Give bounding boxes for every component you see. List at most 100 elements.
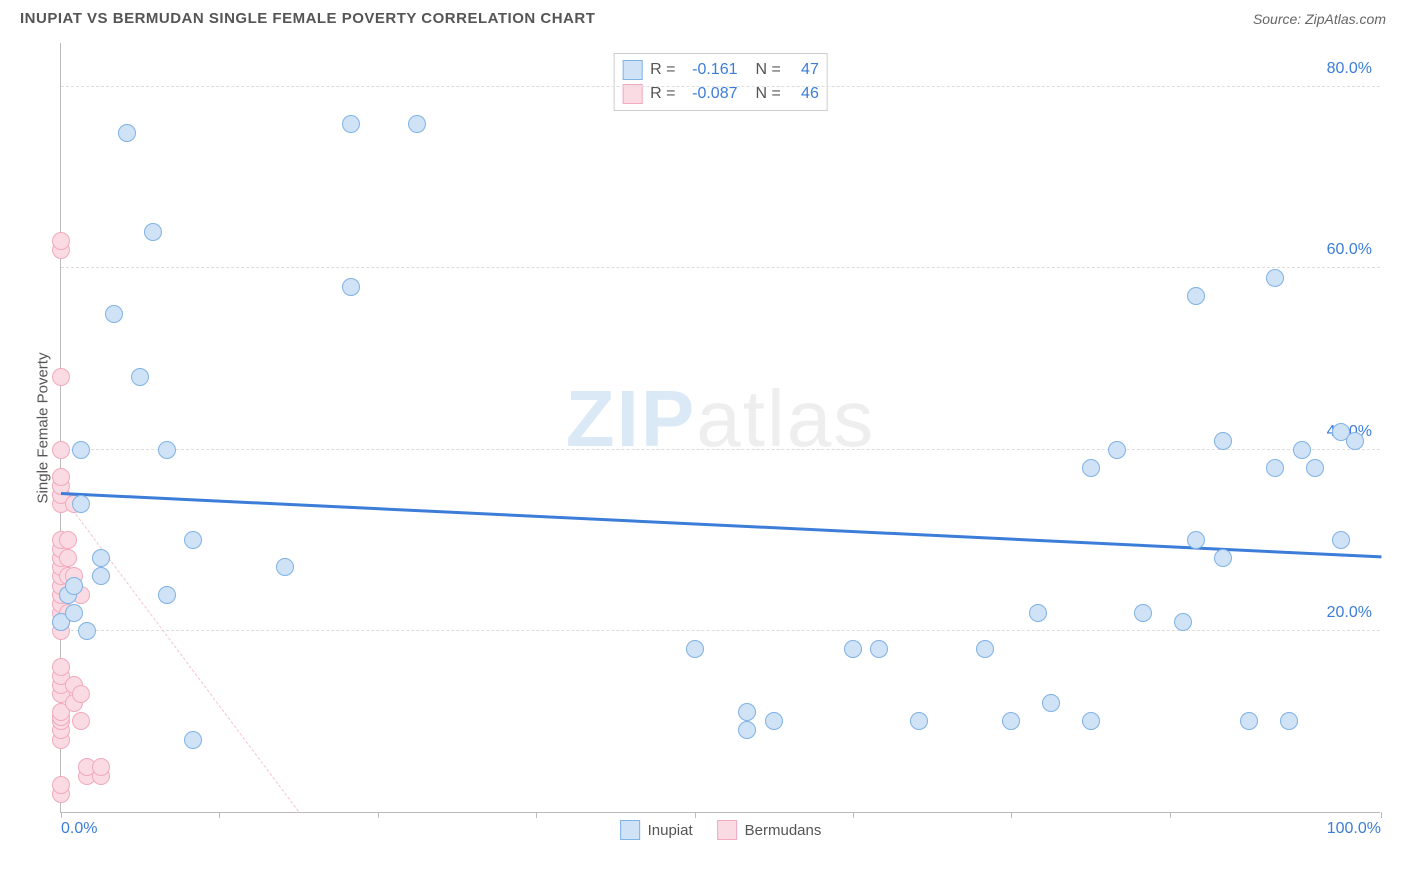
x-tick-label: 0.0%	[61, 820, 97, 838]
scatter-point	[408, 115, 426, 133]
scatter-point	[738, 703, 756, 721]
r-value: -0.087	[684, 85, 738, 103]
scatter-point	[92, 567, 110, 585]
scatter-point	[1214, 432, 1232, 450]
scatter-point	[1306, 459, 1324, 477]
scatter-point	[976, 640, 994, 658]
legend-swatch	[717, 820, 737, 840]
trend-line	[61, 492, 1381, 558]
scatter-point	[65, 604, 83, 622]
scatter-point	[52, 658, 70, 676]
r-label: R =	[650, 85, 675, 103]
scatter-point	[1187, 287, 1205, 305]
scatter-point	[844, 640, 862, 658]
scatter-point	[1214, 549, 1232, 567]
scatter-point	[1280, 712, 1298, 730]
x-tick	[536, 812, 537, 818]
scatter-point	[765, 712, 783, 730]
source-name: ZipAtlas.com	[1305, 11, 1386, 27]
scatter-point	[72, 441, 90, 459]
source-attribution: Source: ZipAtlas.com	[1253, 11, 1386, 27]
scatter-point	[686, 640, 704, 658]
scatter-point	[92, 549, 110, 567]
scatter-point	[92, 758, 110, 776]
legend-label: Bermudans	[745, 822, 822, 839]
n-value: 47	[789, 61, 819, 79]
scatter-point	[158, 586, 176, 604]
y-tick-label: 20.0%	[1327, 604, 1372, 622]
scatter-point	[1134, 604, 1152, 622]
x-tick	[61, 812, 62, 818]
scatter-point	[1332, 531, 1350, 549]
legend-item: Bermudans	[717, 820, 822, 840]
scatter-point	[1346, 432, 1364, 450]
gridline	[61, 449, 1380, 450]
series-legend: Inupiat Bermudans	[620, 820, 822, 840]
scatter-point	[1002, 712, 1020, 730]
scatter-point	[72, 495, 90, 513]
scatter-point	[78, 622, 96, 640]
scatter-point	[276, 558, 294, 576]
source-label: Source:	[1253, 11, 1301, 27]
x-tick-label: 100.0%	[1327, 820, 1381, 838]
gridline	[61, 86, 1380, 87]
scatter-point	[52, 468, 70, 486]
gridline	[61, 267, 1380, 268]
scatter-point	[65, 577, 83, 595]
scatter-point	[59, 549, 77, 567]
scatter-point	[1174, 613, 1192, 631]
scatter-point	[1187, 531, 1205, 549]
x-tick	[1381, 812, 1382, 818]
x-tick	[695, 812, 696, 818]
x-tick	[853, 812, 854, 818]
scatter-point	[59, 531, 77, 549]
scatter-point	[910, 712, 928, 730]
scatter-point	[184, 731, 202, 749]
stats-row: R = -0.161 N = 47	[622, 58, 819, 82]
x-tick	[1170, 812, 1171, 818]
x-tick	[378, 812, 379, 818]
r-value: -0.161	[684, 61, 738, 79]
scatter-point	[72, 712, 90, 730]
scatter-point	[184, 531, 202, 549]
scatter-point	[342, 115, 360, 133]
scatter-point	[1266, 459, 1284, 477]
scatter-point	[105, 305, 123, 323]
chart-container: Single Female Poverty ZIPatlas R = -0.161…	[20, 33, 1386, 853]
scatter-point	[52, 441, 70, 459]
scatter-point	[118, 124, 136, 142]
y-tick-label: 80.0%	[1327, 60, 1372, 78]
x-tick	[219, 812, 220, 818]
n-value: 46	[789, 85, 819, 103]
x-tick	[1011, 812, 1012, 818]
scatter-point	[144, 223, 162, 241]
legend-swatch	[622, 60, 642, 80]
scatter-point	[158, 441, 176, 459]
scatter-point	[1266, 269, 1284, 287]
scatter-point	[1293, 441, 1311, 459]
legend-item: Inupiat	[620, 820, 693, 840]
scatter-point	[1108, 441, 1126, 459]
correlation-stats-box: R = -0.161 N = 47 R = -0.087 N = 46	[613, 53, 828, 111]
scatter-point	[52, 368, 70, 386]
chart-title: INUPIAT VS BERMUDAN SINGLE FEMALE POVERT…	[20, 10, 595, 27]
scatter-point	[52, 776, 70, 794]
legend-swatch	[620, 820, 640, 840]
scatter-point	[72, 685, 90, 703]
scatter-point	[52, 232, 70, 250]
scatter-point	[1082, 712, 1100, 730]
scatter-point	[131, 368, 149, 386]
plot-area: Single Female Poverty ZIPatlas R =-0.161…	[60, 43, 1380, 813]
scatter-point	[342, 278, 360, 296]
scatter-point	[1082, 459, 1100, 477]
n-label: N =	[756, 85, 781, 103]
scatter-point	[738, 721, 756, 739]
n-label: N =	[756, 61, 781, 79]
legend-label: Inupiat	[648, 822, 693, 839]
watermark: ZIPatlas	[566, 372, 875, 464]
r-label: R =	[650, 61, 675, 79]
y-tick-label: 60.0%	[1327, 241, 1372, 259]
y-axis-label: Single Female Poverty	[35, 352, 52, 503]
scatter-point	[1042, 694, 1060, 712]
scatter-point	[1240, 712, 1258, 730]
